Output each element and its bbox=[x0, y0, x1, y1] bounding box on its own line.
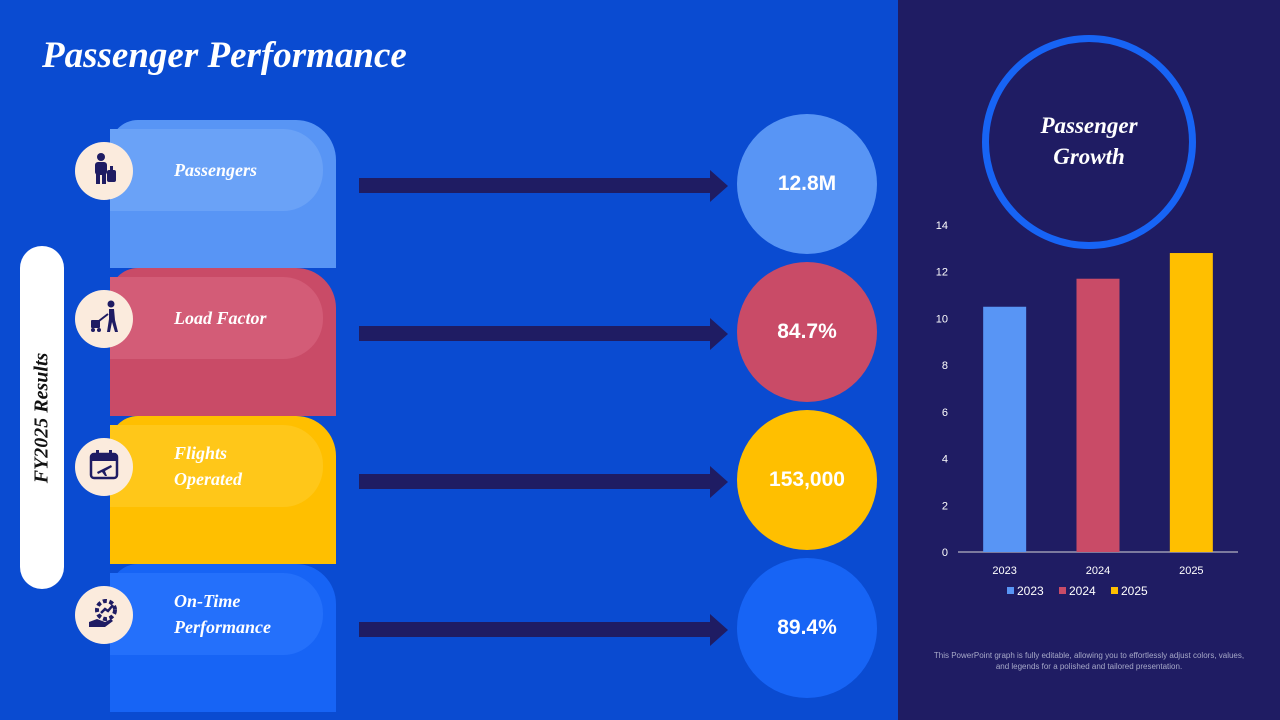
x-tick-label: 2024 bbox=[1086, 565, 1110, 577]
luggage-person-icon bbox=[87, 152, 121, 191]
metric-tab: Passengers bbox=[110, 120, 336, 268]
y-tick-label: 10 bbox=[936, 313, 948, 325]
metric-tab-inner: On-Time Performance bbox=[110, 573, 323, 655]
metric-icon-badge bbox=[75, 438, 133, 496]
chart-heading: Passenger Growth bbox=[1040, 113, 1138, 169]
metric-row: On-Time Performance 89.4% bbox=[0, 558, 898, 712]
legend-label: 2024 bbox=[1069, 584, 1096, 598]
arrow-head bbox=[710, 614, 728, 646]
metric-tab-inner: Load Factor bbox=[110, 277, 323, 359]
metric-label: Passengers bbox=[174, 160, 258, 180]
x-tick-label: 2023 bbox=[992, 565, 1016, 577]
legend-label: 2025 bbox=[1121, 584, 1148, 598]
performance-gear-icon bbox=[87, 596, 121, 635]
page-title: Passenger Performance bbox=[42, 35, 407, 76]
metric-tab: Load Factor bbox=[110, 268, 336, 416]
legend-swatch bbox=[1111, 587, 1118, 594]
arrow-head bbox=[710, 318, 728, 350]
arrow-shaft bbox=[359, 178, 711, 193]
metric-icon-badge bbox=[75, 586, 133, 644]
y-tick-label: 2 bbox=[942, 500, 948, 512]
metric-value: 153,000 bbox=[737, 410, 877, 550]
arrow-head bbox=[710, 170, 728, 202]
metric-row: Passengers 12.8M bbox=[0, 114, 898, 268]
metric-tab-inner: Passengers bbox=[110, 129, 323, 211]
metric-icon-badge bbox=[75, 142, 133, 200]
legend-swatch bbox=[1059, 587, 1066, 594]
metric-row: Load Factor 84.7% bbox=[0, 262, 898, 416]
arrow-shaft bbox=[359, 622, 711, 637]
legend-swatch bbox=[1007, 587, 1014, 594]
metric-tab: On-Time Performance bbox=[110, 564, 336, 712]
metric-value: 89.4% bbox=[737, 558, 877, 698]
metric-value: 12.8M bbox=[737, 114, 877, 254]
cart-person-icon bbox=[87, 300, 121, 339]
side-label-pill: FY2025 Results bbox=[20, 246, 64, 589]
flight-calendar-icon bbox=[87, 448, 121, 487]
y-tick-label: 8 bbox=[942, 360, 948, 372]
bar-2025 bbox=[1169, 253, 1213, 552]
y-tick-label: 12 bbox=[936, 267, 948, 279]
metric-label: On-Time Performance bbox=[174, 591, 271, 637]
passenger-growth-chart: 0 2 4 6 8 10 12 14 2023 2024 2025 2023 2024 2025 bbox=[936, 220, 1238, 598]
metric-label: Load Factor bbox=[174, 308, 267, 328]
metric-icon-badge bbox=[75, 290, 133, 348]
chart-heading-ring bbox=[982, 35, 1196, 249]
bar-2023 bbox=[983, 306, 1027, 552]
y-tick-label: 4 bbox=[942, 454, 948, 466]
x-tick-label: 2025 bbox=[1179, 565, 1203, 577]
y-tick-label: 0 bbox=[942, 547, 948, 559]
y-tick-label: 14 bbox=[936, 220, 948, 232]
metric-tab: Flights Operated bbox=[110, 416, 336, 564]
metric-label: Flights Operated bbox=[174, 443, 242, 489]
arrow-shaft bbox=[359, 474, 711, 489]
footnote: This PowerPoint graph is fully editable,… bbox=[933, 651, 1245, 671]
arrow-shaft bbox=[359, 326, 711, 341]
metric-value: 84.7% bbox=[737, 262, 877, 402]
arrow-head bbox=[710, 466, 728, 498]
bar-2024 bbox=[1076, 278, 1120, 552]
metric-tab-inner: Flights Operated bbox=[110, 425, 323, 507]
y-tick-label: 6 bbox=[942, 407, 948, 419]
legend-label: 2023 bbox=[1017, 584, 1044, 598]
metric-row: Flights Operated 153,000 bbox=[0, 410, 898, 564]
